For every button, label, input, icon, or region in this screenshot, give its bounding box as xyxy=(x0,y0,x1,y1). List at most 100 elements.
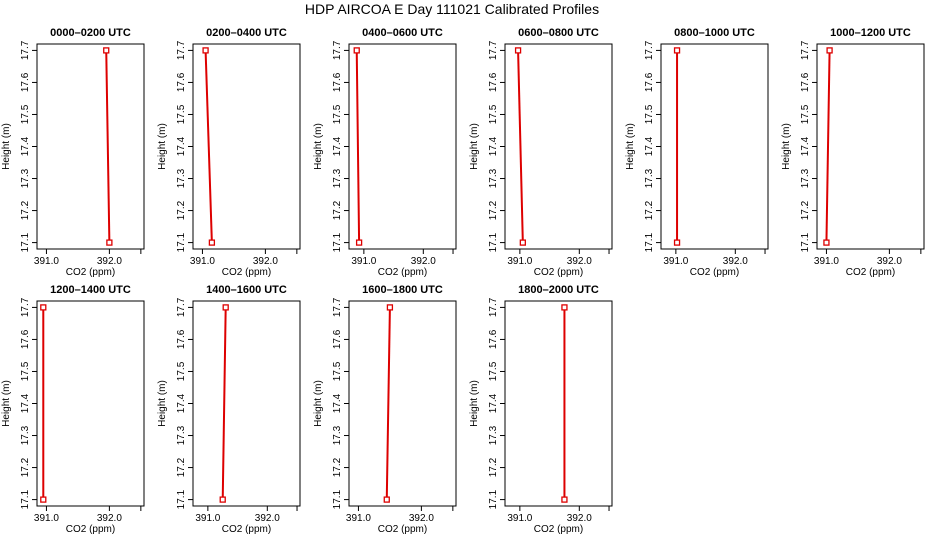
plot-frame xyxy=(36,300,145,507)
plot-frame xyxy=(36,43,145,250)
y-tick-label: 17.3 xyxy=(332,425,343,445)
panel-title: 0800–1000 UTC xyxy=(674,27,755,39)
data-point xyxy=(353,47,360,54)
data-point xyxy=(519,239,526,246)
data-point xyxy=(561,304,568,311)
series-line xyxy=(355,50,361,243)
y-tick-label: 17.3 xyxy=(20,168,31,188)
series-line xyxy=(517,50,524,243)
y-tick-label: 17.3 xyxy=(800,168,811,188)
y-axis-label: Height (m) xyxy=(1,380,12,427)
y-tick-label: 17.4 xyxy=(488,136,499,156)
x-tick-label: 391.0 xyxy=(34,513,59,524)
y-tick-label: 17.5 xyxy=(176,104,187,124)
y-tick-label: 17.2 xyxy=(644,200,655,220)
x-axis-label: CO2 (ppm) xyxy=(66,267,115,278)
x-tick-label: 392.0 xyxy=(97,513,122,524)
y-tick-label: 17.2 xyxy=(488,200,499,220)
x-axis-label: CO2 (ppm) xyxy=(378,524,427,535)
y-tick-label: 17.1 xyxy=(488,489,499,509)
series-line xyxy=(204,50,213,243)
y-axis-label: Height (m) xyxy=(313,123,324,170)
figure-title: HDP AIRCOA E Day 111021 Calibrated Profi… xyxy=(305,1,599,17)
data-point xyxy=(202,47,209,54)
panel-5: 0800–1000 UTC 391.0 392.0 17.1 17.2 17.3 17.4 1… xyxy=(625,27,769,278)
y-tick-label: 17.5 xyxy=(176,361,187,381)
x-axis-label: CO2 (ppm) xyxy=(534,524,583,535)
y-tick-label: 17.6 xyxy=(20,329,31,349)
y-tick-label: 17.1 xyxy=(20,489,31,509)
y-tick-label: 17.1 xyxy=(644,232,655,252)
y-tick-label: 17.6 xyxy=(176,329,187,349)
data-point xyxy=(826,47,833,54)
panel-title: 1200–1400 UTC xyxy=(50,284,131,296)
y-tick-label: 17.6 xyxy=(176,72,187,92)
y-tick-label: 17.4 xyxy=(176,393,187,413)
y-tick-label: 17.7 xyxy=(332,297,343,317)
y-tick-label: 17.2 xyxy=(800,200,811,220)
data-point xyxy=(673,239,681,246)
y-tick-label: 17.2 xyxy=(20,457,31,477)
y-tick-label: 17.5 xyxy=(644,104,655,124)
x-tick-label: 391.0 xyxy=(195,513,220,524)
y-tick-label: 17.4 xyxy=(800,136,811,156)
x-axis-label: CO2 (ppm) xyxy=(222,267,271,278)
series-line xyxy=(221,307,227,500)
y-tick-label: 17.1 xyxy=(176,489,187,509)
data-point xyxy=(514,47,522,54)
panel-title: 1400–1600 UTC xyxy=(206,284,287,296)
x-tick-label: 392.0 xyxy=(411,256,436,267)
y-tick-label: 17.2 xyxy=(176,457,187,477)
data-point xyxy=(40,496,47,503)
x-tick-label: 391.0 xyxy=(663,256,688,267)
y-tick-label: 17.3 xyxy=(176,425,187,445)
y-tick-label: 17.5 xyxy=(332,104,343,124)
panel-title: 1600–1800 UTC xyxy=(362,284,443,296)
x-axis-label: CO2 (ppm) xyxy=(846,267,895,278)
data-point xyxy=(103,47,110,54)
x-tick-label: 392.0 xyxy=(723,256,748,267)
panel-title: 0000–0200 UTC xyxy=(50,27,131,39)
x-axis-label: CO2 (ppm) xyxy=(690,267,739,278)
panel-title: 0400–0600 UTC xyxy=(362,27,443,39)
y-tick-label: 17.6 xyxy=(644,72,655,92)
y-tick-label: 17.7 xyxy=(176,40,187,60)
y-tick-label: 17.4 xyxy=(176,136,187,156)
x-axis-label: CO2 (ppm) xyxy=(66,524,115,535)
x-axis-label: CO2 (ppm) xyxy=(222,524,271,535)
plot-frame xyxy=(348,43,457,250)
y-tick-label: 17.4 xyxy=(488,393,499,413)
data-point xyxy=(561,496,568,503)
y-tick-label: 17.4 xyxy=(20,393,31,413)
x-tick-label: 391.0 xyxy=(190,256,215,267)
panel-8: 1400–1600 UTC 391.0 392.0 17.1 17.2 17.3 17.4 1… xyxy=(157,284,301,535)
panel-title: 1800–2000 UTC xyxy=(518,284,599,296)
y-axis-label: Height (m) xyxy=(625,123,636,170)
y-tick-label: 17.1 xyxy=(332,232,343,252)
panel-7: 1200–1400 UTC 391.0 392.0 17.1 17.2 17.3 17.4 1… xyxy=(1,284,145,535)
panel-title: 1000–1200 UTC xyxy=(830,27,911,39)
x-tick-label: 391.0 xyxy=(814,256,839,267)
y-tick-label: 17.1 xyxy=(20,232,31,252)
series-line xyxy=(385,307,391,500)
plot-frame xyxy=(192,300,301,507)
x-axis-label: CO2 (ppm) xyxy=(534,267,583,278)
y-tick-label: 17.7 xyxy=(800,40,811,60)
x-tick-label: 391.0 xyxy=(34,256,59,267)
y-tick-label: 17.2 xyxy=(20,200,31,220)
y-tick-label: 17.4 xyxy=(644,136,655,156)
y-tick-label: 17.1 xyxy=(800,232,811,252)
y-tick-label: 17.6 xyxy=(488,329,499,349)
y-tick-label: 17.1 xyxy=(332,489,343,509)
panel-10: 1800–2000 UTC 391.0 392.0 17.1 17.2 17.3 17.4 1… xyxy=(469,284,613,535)
y-tick-label: 17.3 xyxy=(488,425,499,445)
data-point xyxy=(823,239,830,246)
y-tick-label: 17.5 xyxy=(800,104,811,124)
y-tick-label: 17.1 xyxy=(488,232,499,252)
panel-title: 0600–0800 UTC xyxy=(518,27,599,39)
data-point xyxy=(219,496,226,503)
data-point xyxy=(386,304,394,311)
x-tick-label: 392.0 xyxy=(255,513,280,524)
x-tick-label: 392.0 xyxy=(567,513,592,524)
